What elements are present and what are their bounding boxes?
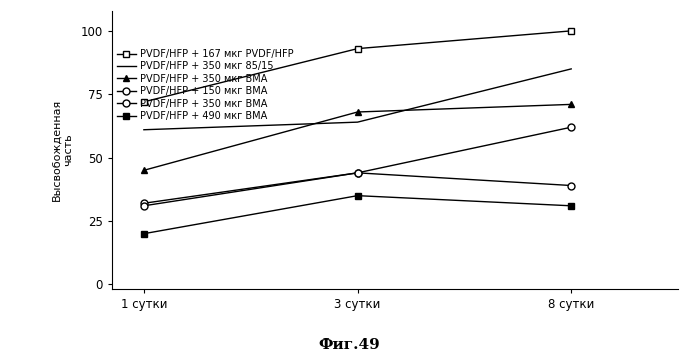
- Text: Фиг.49: Фиг.49: [319, 339, 380, 352]
- Legend: PVDF/HFP + 167 мкг PVDF/HFP, PVDF/HFP + 350 мкг 85/15, PVDF/HFP + 350 мкг BMA, P: PVDF/HFP + 167 мкг PVDF/HFP, PVDF/HFP + …: [117, 49, 294, 121]
- Y-axis label: Высвобожденная
часть: Высвобожденная часть: [52, 99, 73, 201]
